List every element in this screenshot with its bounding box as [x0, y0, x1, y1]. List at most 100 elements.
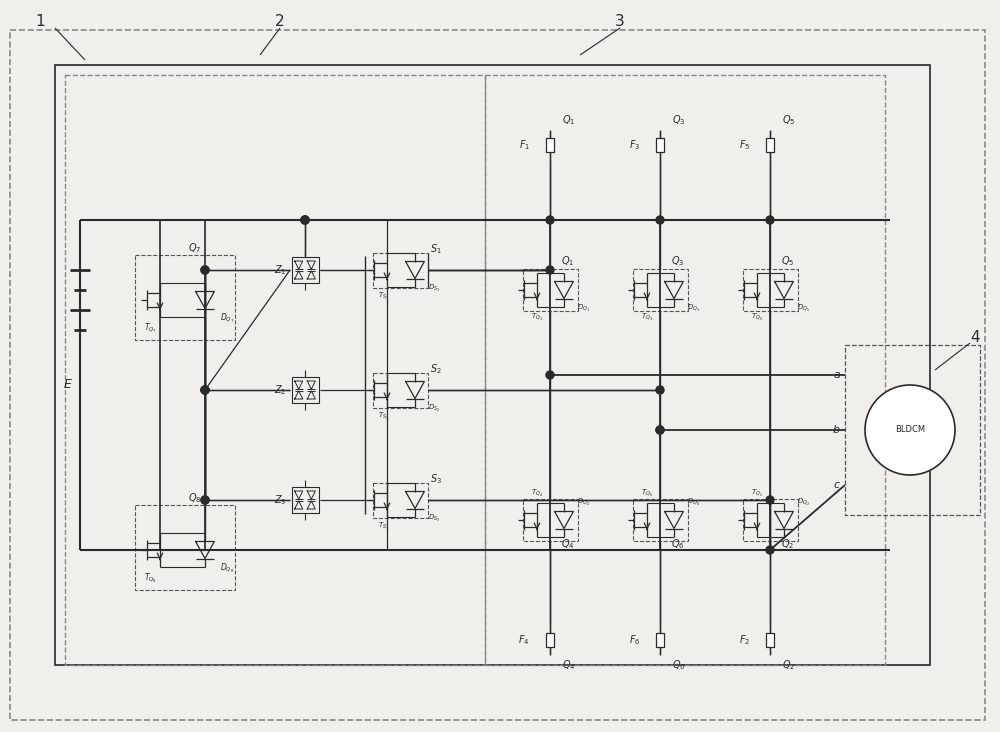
Bar	[372, 253, 428, 288]
Circle shape	[201, 386, 209, 394]
Text: b: b	[833, 425, 840, 435]
Bar	[742, 269, 798, 311]
Text: $T_{Q_1}$: $T_{Q_1}$	[531, 312, 543, 323]
Text: $T_{Q_2}$: $T_{Q_2}$	[751, 488, 763, 498]
Text: E: E	[64, 378, 72, 392]
Bar	[55, 65, 930, 665]
Text: $Q_8$: $Q_8$	[188, 491, 202, 505]
Text: $Z_1$: $Z_1$	[274, 263, 287, 277]
Text: $S_2$: $S_2$	[430, 362, 442, 376]
Bar	[135, 505, 235, 590]
Bar	[65, 75, 485, 665]
Circle shape	[656, 426, 664, 434]
Circle shape	[766, 546, 774, 554]
Bar	[292, 258, 318, 283]
Text: $T_{S_3}$: $T_{S_3}$	[378, 520, 390, 531]
Bar	[292, 378, 318, 403]
Text: $Q_7$: $Q_7$	[188, 241, 202, 255]
Text: $T_{Q_4}$: $T_{Q_4}$	[531, 488, 543, 498]
Circle shape	[656, 386, 664, 394]
Bar	[656, 138, 664, 152]
Text: $D_{S_3}$: $D_{S_3}$	[428, 512, 440, 523]
Circle shape	[201, 266, 209, 274]
Bar	[372, 482, 428, 518]
Bar	[135, 255, 235, 340]
Text: $F_5$: $F_5$	[739, 138, 750, 152]
Text: $S_1$: $S_1$	[430, 242, 442, 256]
Circle shape	[201, 386, 209, 394]
Text: $T_{S_1}$: $T_{S_1}$	[378, 291, 390, 302]
Circle shape	[656, 426, 664, 434]
Text: $Q_5$: $Q_5$	[781, 254, 794, 268]
Text: $Z_3$: $Z_3$	[274, 493, 287, 507]
Circle shape	[201, 386, 209, 394]
Circle shape	[546, 216, 554, 224]
Text: $D_{Q_4}$: $D_{Q_4}$	[577, 496, 590, 507]
Text: $Q_3$: $Q_3$	[671, 254, 684, 268]
Circle shape	[201, 496, 209, 504]
Text: $Q_1$: $Q_1$	[561, 254, 574, 268]
Circle shape	[766, 496, 774, 504]
Text: $D_{Q_6}$: $D_{Q_6}$	[687, 496, 700, 507]
Circle shape	[301, 216, 309, 224]
Text: 2: 2	[275, 15, 285, 29]
Text: $T_{Q_6}$: $T_{Q_6}$	[641, 488, 653, 498]
Circle shape	[766, 216, 774, 224]
Text: $D_{S_2}$: $D_{S_2}$	[428, 403, 440, 414]
Bar	[546, 138, 554, 152]
Text: $S_3$: $S_3$	[430, 473, 442, 486]
Text: $T_{Q_8}$: $T_{Q_8}$	[144, 571, 156, 585]
Text: $D_{Q_1}$: $D_{Q_1}$	[577, 302, 590, 313]
Text: 4: 4	[970, 331, 980, 346]
Text: $T_{Q_7}$: $T_{Q_7}$	[144, 321, 156, 335]
Text: $D_{Q_2}$: $D_{Q_2}$	[797, 496, 810, 507]
Text: $F_6$: $F_6$	[629, 633, 640, 647]
Text: $F_3$: $F_3$	[629, 138, 640, 152]
Bar	[845, 345, 980, 515]
Text: $T_{S_2}$: $T_{S_2}$	[378, 411, 390, 422]
Bar	[485, 75, 885, 665]
Text: $Q_4$: $Q_4$	[562, 658, 576, 672]
Text: BLDCM: BLDCM	[895, 425, 925, 435]
Text: $Q_4$: $Q_4$	[561, 537, 574, 551]
Text: $D_{S_1}$: $D_{S_1}$	[428, 283, 440, 294]
Text: $Q_2$: $Q_2$	[781, 537, 794, 551]
Text: $Q_6$: $Q_6$	[671, 537, 684, 551]
Text: a: a	[833, 370, 840, 380]
Bar	[546, 632, 554, 647]
Circle shape	[656, 216, 664, 224]
Text: $Q_6$: $Q_6$	[672, 658, 686, 672]
Bar	[522, 499, 578, 541]
Bar	[656, 632, 664, 647]
Text: $D_{Q_8}$: $D_{Q_8}$	[220, 561, 234, 575]
Circle shape	[546, 266, 554, 274]
Bar	[742, 499, 798, 541]
Text: c: c	[834, 480, 840, 490]
Circle shape	[301, 216, 309, 224]
Bar	[633, 269, 688, 311]
Bar	[372, 373, 428, 408]
Text: $Q_3$: $Q_3$	[672, 113, 685, 127]
Bar	[292, 488, 318, 512]
Bar	[766, 138, 774, 152]
Text: $D_{Q_5}$: $D_{Q_5}$	[797, 302, 810, 313]
Text: $Q_5$: $Q_5$	[782, 113, 795, 127]
Text: $F_4$: $F_4$	[518, 633, 530, 647]
Text: $F_2$: $F_2$	[739, 633, 750, 647]
Bar	[766, 632, 774, 647]
Text: 3: 3	[615, 15, 625, 29]
Circle shape	[546, 371, 554, 379]
Text: $Q_1$: $Q_1$	[562, 113, 575, 127]
Circle shape	[201, 496, 209, 504]
Text: $D_{Q_7}$: $D_{Q_7}$	[220, 311, 234, 325]
Circle shape	[201, 266, 209, 274]
Circle shape	[301, 216, 309, 224]
Text: 1: 1	[35, 15, 45, 29]
Text: $T_{Q_5}$: $T_{Q_5}$	[751, 312, 763, 323]
Text: $D_{Q_3}$: $D_{Q_3}$	[687, 302, 700, 313]
Text: $F_1$: $F_1$	[519, 138, 530, 152]
Bar	[633, 499, 688, 541]
Text: $T_{Q_3}$: $T_{Q_3}$	[641, 312, 653, 323]
Text: $Q_2$: $Q_2$	[782, 658, 795, 672]
Text: $Z_2$: $Z_2$	[274, 383, 287, 397]
